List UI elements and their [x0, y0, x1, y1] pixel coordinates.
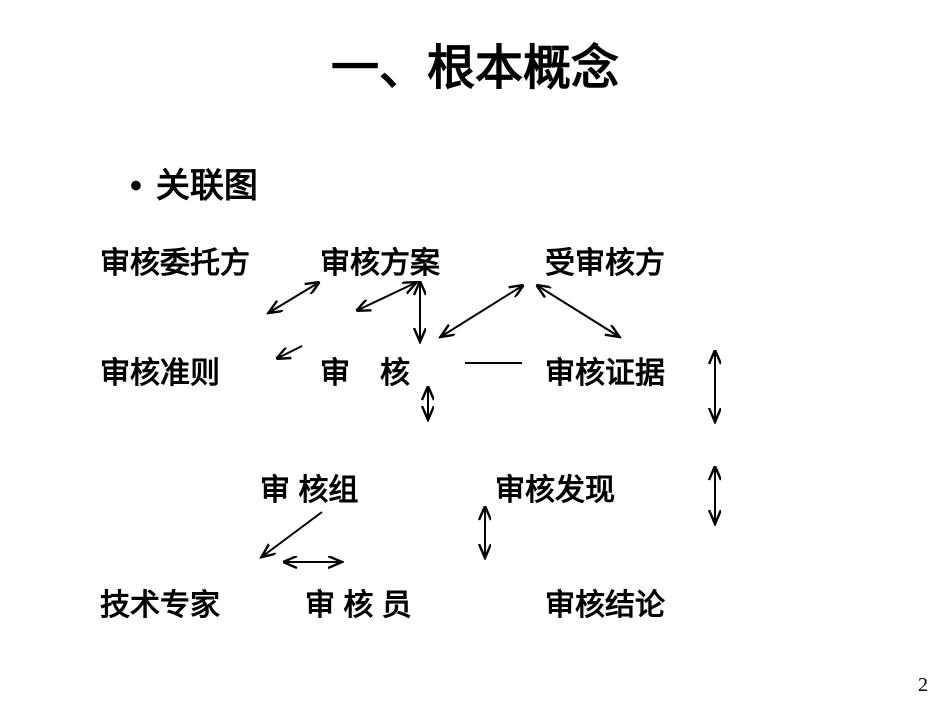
arrow — [538, 286, 618, 336]
page-number: 2 — [918, 674, 928, 697]
arrow — [270, 283, 318, 312]
node-audit: 审 核 — [320, 348, 410, 392]
node-tech-expert: 技术专家 — [100, 580, 220, 624]
slide-title: 一、根本概念 — [0, 28, 950, 98]
arrow — [358, 283, 415, 310]
node-auditor: 审 核 员 — [305, 580, 412, 624]
node-audit-criteria: 审核准则 — [100, 348, 220, 392]
arrow — [442, 286, 522, 336]
node-audit-client: 审核委托方 — [100, 238, 250, 282]
slide: 一、根本概念 关联图 审核委托方 审核方案 受审核方 审核准则 审 核 审核证据… — [0, 0, 950, 713]
bullet-item: 关联图 — [130, 158, 258, 207]
node-audit-evidence: 审核证据 — [545, 348, 665, 392]
arrow — [263, 512, 322, 556]
node-audit-conclusion: 审核结论 — [545, 580, 665, 624]
node-audit-findings: 审核发现 — [495, 465, 615, 509]
node-audit-team: 审 核组 — [260, 465, 358, 509]
node-audit-plan: 审核方案 — [320, 238, 440, 282]
arrow — [278, 346, 302, 358]
node-auditee: 受审核方 — [545, 238, 665, 282]
